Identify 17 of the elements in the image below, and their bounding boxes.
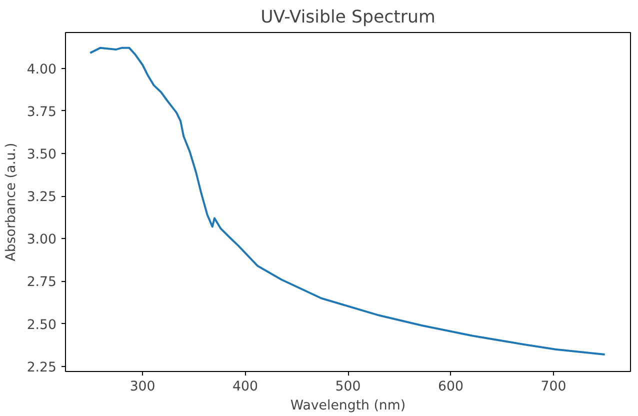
y-tick-label: 3.50 [26,147,57,162]
y-tick-label: 2.50 [26,318,57,333]
y-tick-label: 3.75 [26,104,57,120]
x-tick-label: 300 [130,380,156,394]
y-tick-label: 3.00 [26,232,57,248]
x-axis-title: Wavelength (nm) [290,398,406,414]
x-tick-label: 700 [540,380,566,394]
chart-title: UV-Visible Spectrum [260,8,436,28]
y-tick-label: 2.75 [26,275,57,290]
y-tick-label: 2.25 [26,360,57,376]
y-tick-label: 4.00 [26,62,57,78]
y-tick-label: 3.25 [26,190,57,206]
x-tick-label: 600 [438,380,464,394]
x-tick-label: 500 [335,380,361,394]
line-series [89,46,606,356]
y-axis-title: Absorbance (a.u.) [4,142,19,262]
x-tick-label: 400 [232,380,258,394]
